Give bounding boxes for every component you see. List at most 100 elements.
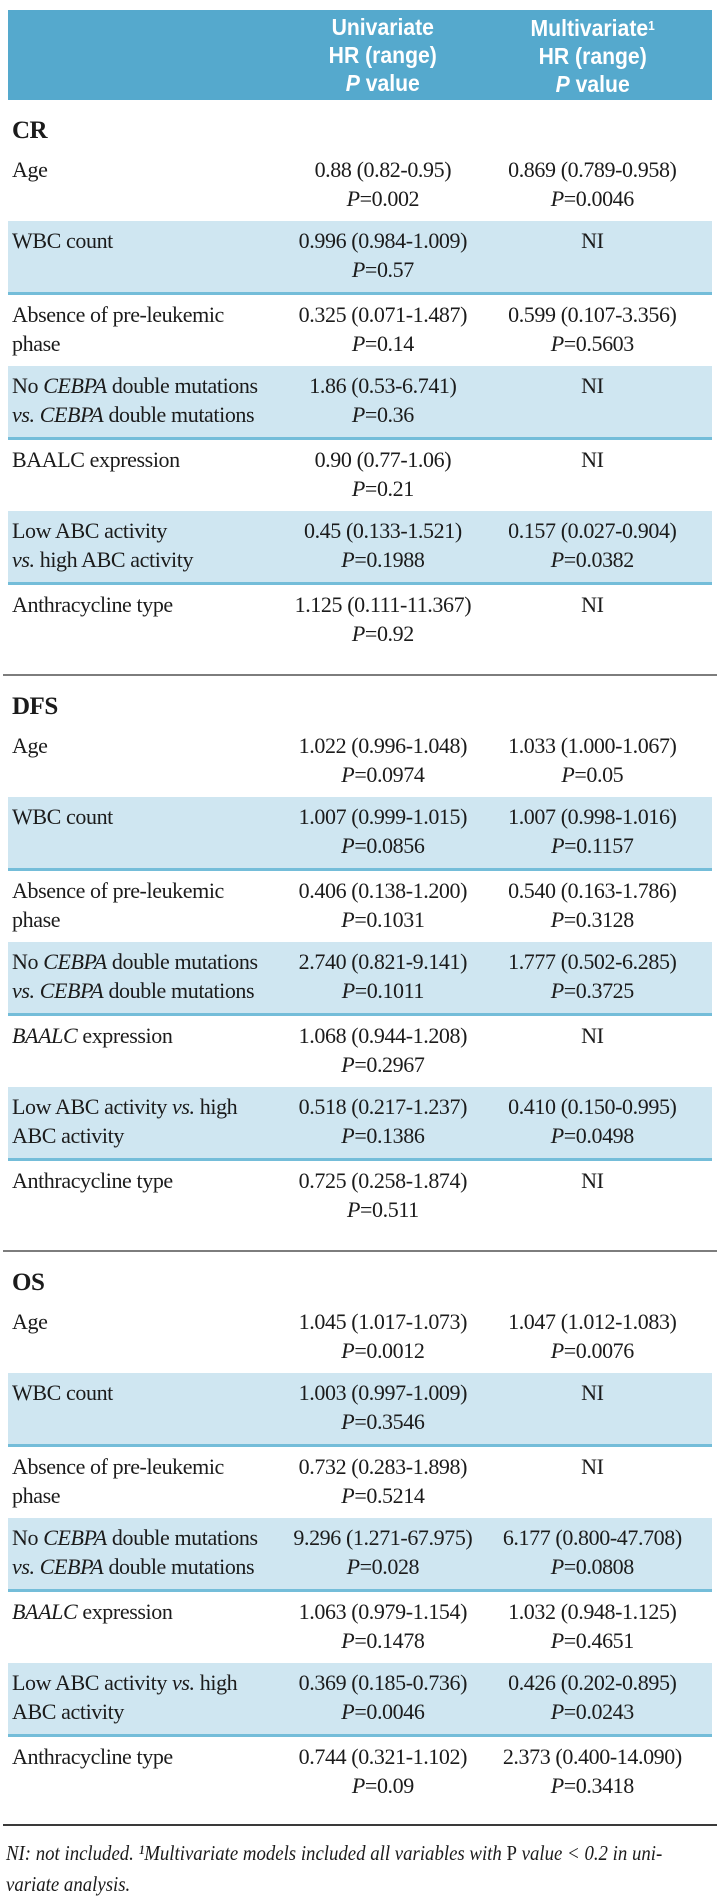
equals-sign: = xyxy=(563,547,576,572)
multivariate-cell: NI xyxy=(473,226,712,255)
equals-sign: = xyxy=(354,1338,367,1363)
label-line: vs. CEBPA double mutations xyxy=(12,976,293,1005)
label-text: Absence of pre-leukemic xyxy=(12,878,224,903)
label-text: Anthracycline type xyxy=(12,1168,173,1193)
not-included-value: NI xyxy=(581,1454,604,1479)
label-line: No CEBPA double mutations xyxy=(12,371,293,400)
multivariate-cell: 0.157 (0.027-0.904) P=0.0382 xyxy=(473,516,712,574)
equals-sign: = xyxy=(354,1483,367,1508)
label-line: phase xyxy=(12,329,293,358)
label-line: BAALC expression xyxy=(12,1021,293,1050)
univariate-cell: 0.45 (0.133-1.521) P=0.1988 xyxy=(293,516,473,574)
equals-sign: = xyxy=(359,186,372,211)
footnote-italic-text: value < 0.2 in uni- xyxy=(516,1841,663,1865)
label-text: double mutations xyxy=(106,949,258,974)
p-number: 0.1988 xyxy=(366,547,425,572)
multivariate-title: Multivariate xyxy=(530,15,648,41)
p-number: 0.2967 xyxy=(366,1052,425,1077)
p-value: P=0.0808 xyxy=(473,1552,712,1581)
multivariate-cell: 0.869 (0.789-0.958) P=0.0046 xyxy=(473,155,712,213)
table-row: No CEBPA double mutations vs. CEBPA doubl… xyxy=(8,1518,712,1592)
table-row: Low ABC activity vs. high ABC activity 0.… xyxy=(8,511,712,585)
table-row: Absence of pre-leukemic phase 0.732 (0.28… xyxy=(8,1447,712,1518)
footnote-italic-text: variate analysis. xyxy=(6,1872,131,1896)
table-row: WBC count 1.003 (0.997-1.009) P=0.3546 NI xyxy=(8,1373,712,1447)
p-italic: P xyxy=(550,1123,564,1148)
multivariate-cell: NI xyxy=(473,1452,712,1481)
table-row: No CEBPA double mutations vs. CEBPA doubl… xyxy=(8,942,712,1016)
hr-range-value: 1.003 (0.997-1.009) xyxy=(298,1380,468,1405)
p-italic: P xyxy=(341,547,355,572)
p-italic: P xyxy=(341,833,355,858)
multivariate-cell: 0.410 (0.150-0.995) P=0.0498 xyxy=(473,1092,712,1150)
univariate-cell: 0.325 (0.071-1.487) P=0.14 xyxy=(293,300,473,358)
label-text: phase xyxy=(12,331,61,356)
label-text: No xyxy=(12,1525,44,1550)
label-text: high ABC activity xyxy=(34,547,194,572)
label-line: Low ABC activity vs. high xyxy=(12,1668,293,1697)
p-number: 0.0012 xyxy=(366,1338,425,1363)
p-number: 0.92 xyxy=(376,621,414,646)
label-text: double mutations xyxy=(103,402,255,427)
p-value: P=0.3128 xyxy=(473,905,712,934)
hr-range-value: 0.725 (0.258-1.874) xyxy=(298,1168,468,1193)
p-italic: P xyxy=(351,402,365,427)
equals-sign: = xyxy=(563,907,576,932)
p-number: 0.0498 xyxy=(575,1123,635,1148)
label-text: ABC activity xyxy=(12,1123,124,1148)
p-number: 0.0243 xyxy=(575,1699,635,1724)
p-value: P=0.0076 xyxy=(473,1336,712,1365)
outcome-section: CR Age 0.88 (0.82-0.95) P=0.002 0.869 (0.… xyxy=(0,116,720,656)
p-italic: P xyxy=(346,1554,360,1579)
hr-range-value: 1.033 (1.000-1.067) xyxy=(508,733,677,758)
univariate-header-line1: Univariate xyxy=(331,14,435,40)
variable-label: WBC count xyxy=(8,226,293,255)
univariate-cell: 1.86 (0.53-6.741) P=0.36 xyxy=(293,371,473,429)
label-line: vs. high ABC activity xyxy=(12,545,293,574)
label-text: double mutations xyxy=(103,978,255,1003)
multivariate-cell: 1.047 (1.012-1.083) P=0.0076 xyxy=(473,1307,712,1365)
p-italic: P xyxy=(341,1483,355,1508)
multivariate-cell: NI xyxy=(473,1021,712,1050)
p-italic: P xyxy=(341,762,355,787)
hr-range-value: 1.032 (0.948-1.125) xyxy=(508,1599,677,1624)
hr-range-value: 0.869 (0.789-0.958) xyxy=(508,157,677,182)
p-italic: P xyxy=(341,1699,355,1724)
variable-label: BAALC expression xyxy=(8,445,293,474)
p-value: P=0.3546 xyxy=(293,1407,473,1436)
p-italic: P xyxy=(550,1338,564,1363)
p-value: P=0.1478 xyxy=(293,1626,473,1655)
section-divider xyxy=(3,1250,717,1252)
p-italic: P xyxy=(345,70,360,96)
label-text: Age xyxy=(12,157,48,182)
univariate-cell: 0.369 (0.185-0.736) P=0.0046 xyxy=(293,1668,473,1726)
equals-sign: = xyxy=(364,1773,377,1798)
label-line: vs. CEBPA double mutations xyxy=(12,400,293,429)
p-italic: P xyxy=(351,1773,365,1798)
univariate-cell: 0.88 (0.82-0.95) P=0.002 xyxy=(293,155,473,213)
p-value: P=0.0243 xyxy=(473,1697,712,1726)
p-number: 0.3418 xyxy=(575,1773,635,1798)
label-text: double mutations xyxy=(103,1554,255,1579)
p-number: 0.1011 xyxy=(366,978,425,1003)
table-row: Absence of pre-leukemic phase 0.325 (0.07… xyxy=(8,295,712,366)
variable-label: Anthracycline type xyxy=(8,590,293,619)
p-value: P=0.028 xyxy=(293,1552,473,1581)
label-line: phase xyxy=(12,905,293,934)
p-italic: P xyxy=(341,1628,355,1653)
multivariate-column-header: Multivariate1 HR (range) P value xyxy=(473,12,712,98)
p-number: 0.0856 xyxy=(366,833,425,858)
section-title-os: OS xyxy=(12,1269,45,1296)
label-line: Low ABC activity xyxy=(12,516,293,545)
multivariate-cell: NI xyxy=(473,445,712,474)
p-value: P=0.1157 xyxy=(473,831,712,860)
p-italic: P xyxy=(550,186,564,211)
variable-label: Age xyxy=(8,731,293,760)
not-included-value: NI xyxy=(581,1023,604,1048)
p-value: P=0.57 xyxy=(293,255,473,284)
label-line: Low ABC activity vs. high xyxy=(12,1092,293,1121)
table-row: BAALC expression 1.063 (0.979-1.154) P=0.… xyxy=(8,1592,712,1663)
p-italic: P xyxy=(351,476,365,501)
hr-range-value: 0.369 (0.185-0.736) xyxy=(298,1670,468,1695)
equals-sign: = xyxy=(360,1197,373,1222)
